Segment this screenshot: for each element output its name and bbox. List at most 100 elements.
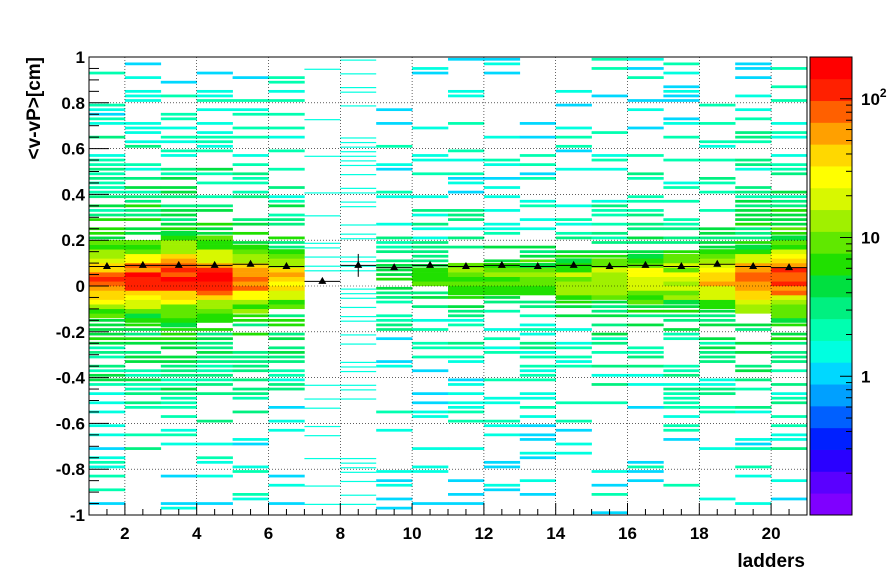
heatmap-cell: [160, 415, 197, 418]
heatmap-cell: [376, 506, 413, 510]
heatmap-cell: [124, 313, 162, 319]
heatmap-cell: [627, 253, 664, 259]
heatmap-cell: [340, 288, 377, 290]
heatmap-cell: [89, 249, 126, 255]
heatmap-cell: [124, 131, 162, 134]
heatmap-cell: [124, 94, 162, 98]
heatmap-cell: [89, 290, 126, 296]
heatmap-cell: [591, 199, 628, 203]
heatmap-cell: [771, 244, 808, 250]
heatmap-cell: [160, 401, 197, 405]
heatmap-cell: [340, 73, 377, 75]
heatmap-cell: [627, 290, 664, 296]
colorbar-swatch: [810, 187, 852, 211]
heatmap-cell: [340, 361, 377, 363]
heatmap-cell: [376, 318, 413, 322]
heatmap-cell: [663, 428, 700, 432]
heatmap-cell: [735, 236, 772, 240]
heatmap-cell: [591, 241, 628, 244]
heatmap-cell: [771, 190, 808, 194]
heatmap-cell: [124, 209, 162, 212]
heatmap-cell: [124, 360, 162, 363]
heatmap-cell: [196, 299, 233, 305]
heatmap-cell: [89, 456, 126, 460]
heatmap-cell: [591, 231, 628, 235]
y-tick-label: -0.6: [56, 414, 85, 433]
x-tick-label: 2: [120, 524, 129, 543]
heatmap-cell: [268, 267, 305, 273]
heatmap-cell: [376, 328, 413, 331]
heatmap-cell: [699, 346, 736, 350]
heatmap-cell: [124, 295, 162, 300]
heatmap-cell: [160, 322, 197, 328]
heatmap-cell: [196, 240, 233, 245]
heatmap-cell: [196, 131, 233, 134]
heatmap-cell: [771, 163, 808, 167]
heatmap-cell: [627, 272, 664, 277]
heatmap-cell: [340, 467, 377, 469]
heatmap-cell: [340, 151, 377, 153]
heatmap-cell: [124, 186, 162, 189]
heatmap-cell: [160, 244, 197, 250]
heatmap-cell: [340, 370, 377, 373]
heatmap-cell: [196, 99, 233, 102]
heatmap-cell: [627, 281, 664, 287]
heatmap-cell: [483, 231, 521, 235]
heatmap-cell: [376, 360, 413, 363]
heatmap-cell: [196, 332, 233, 336]
heatmap-cell: [232, 304, 269, 310]
heatmap-cell: [196, 328, 233, 331]
heatmap-cell: [160, 317, 197, 323]
heatmap-cell: [771, 337, 808, 341]
heatmap-cell: [771, 85, 808, 89]
heatmap-cell: [699, 276, 736, 282]
heatmap-cell: [160, 337, 197, 341]
heatmap-cell: [340, 334, 377, 336]
heatmap-cell: [448, 245, 485, 249]
heatmap-cell: [663, 337, 700, 341]
heatmap-cell: [340, 462, 377, 464]
heatmap-cell: [232, 135, 269, 139]
heatmap-cell: [196, 313, 233, 319]
heatmap-cell: [268, 314, 305, 318]
heatmap-cell: [771, 295, 808, 300]
heatmap-cell: [699, 383, 736, 386]
heatmap-cell: [412, 328, 449, 331]
heatmap-cell: [735, 62, 772, 66]
heatmap-cell: [412, 158, 449, 162]
heatmap-cell: [663, 89, 700, 93]
heatmap-cell: [519, 267, 556, 273]
heatmap-cell: [663, 117, 700, 121]
heatmap-cell: [519, 456, 556, 460]
heatmap-cell: [196, 135, 233, 139]
heatmap-cell: [89, 295, 126, 300]
heatmap-cell: [412, 305, 449, 308]
heatmap-cell: [89, 227, 126, 231]
heatmap-cell: [555, 231, 592, 235]
heatmap-cell: [771, 258, 808, 264]
heatmap-cell: [735, 209, 772, 212]
heatmap-cell: [89, 502, 126, 505]
heatmap-cell: [124, 328, 162, 331]
heatmap-cell: [699, 231, 736, 235]
heatmap-cell: [268, 195, 305, 199]
heatmap-cell: [699, 410, 736, 414]
heatmap-cell: [160, 140, 197, 144]
heatmap-cell: [771, 401, 808, 405]
heatmap-cell: [519, 424, 556, 428]
heatmap-cell: [627, 154, 664, 157]
heatmap-cell: [699, 285, 736, 291]
heatmap-cell: [412, 241, 449, 244]
heatmap-cell: [89, 272, 126, 277]
heatmap-cell: [232, 172, 269, 176]
heatmap-cell: [196, 249, 233, 255]
heatmap-cell: [771, 122, 808, 125]
heatmap-cell: [268, 360, 305, 363]
heatmap-cell: [448, 346, 485, 350]
heatmap-cell: [89, 267, 126, 273]
heatmap-cell: [483, 195, 521, 199]
color-scale: 1 10 102: [809, 56, 887, 516]
heatmap-cell: [555, 285, 592, 291]
heatmap-cell: [412, 236, 449, 240]
heatmap-cell: [519, 323, 556, 327]
